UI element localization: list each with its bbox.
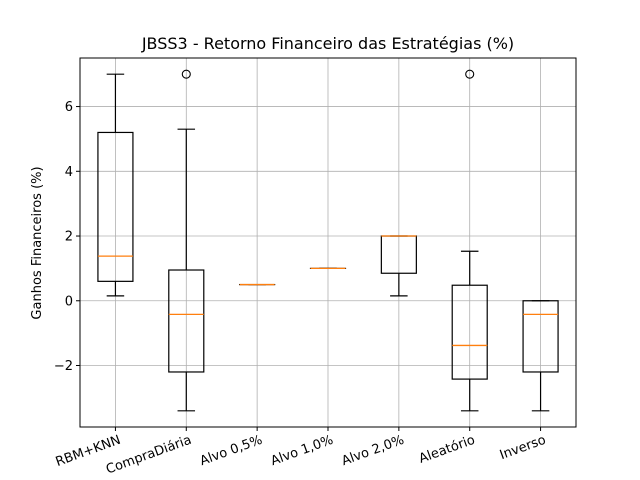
box-body: [168, 269, 205, 373]
y-tick-label: 0: [65, 294, 73, 309]
x-tick-label: Alvo 1,0%: [269, 433, 336, 469]
box-series: [97, 69, 559, 412]
y-tick-label: 4: [65, 165, 73, 180]
box-group: [380, 235, 417, 297]
x-tick-label: Alvo 2,0%: [340, 433, 407, 469]
x-tick-label: Aleatório: [417, 433, 477, 467]
box-group: [97, 73, 134, 297]
y-axis-ticks: −2 0 2 4 6: [54, 100, 80, 374]
box-body: [451, 284, 488, 380]
chart-title: JBSS3 - Retorno Financeiro das Estratégi…: [141, 34, 514, 53]
y-axis-label: Ganhos Financeiros (%): [30, 166, 45, 319]
box-group: [522, 300, 559, 412]
y-tick-label: 6: [65, 100, 73, 115]
box-body: [97, 131, 134, 282]
grid-lines: [80, 58, 576, 427]
outlier-point: [181, 69, 191, 79]
y-tick-label: 2: [65, 230, 73, 245]
box-group: [168, 69, 205, 412]
y-tick-label: −2: [54, 359, 73, 374]
box-group: [451, 69, 488, 412]
x-tick-label: Inverso: [498, 433, 548, 463]
x-tick-label: Alvo 0,5%: [198, 433, 265, 469]
outlier-point: [465, 69, 475, 79]
box-body: [522, 300, 559, 373]
